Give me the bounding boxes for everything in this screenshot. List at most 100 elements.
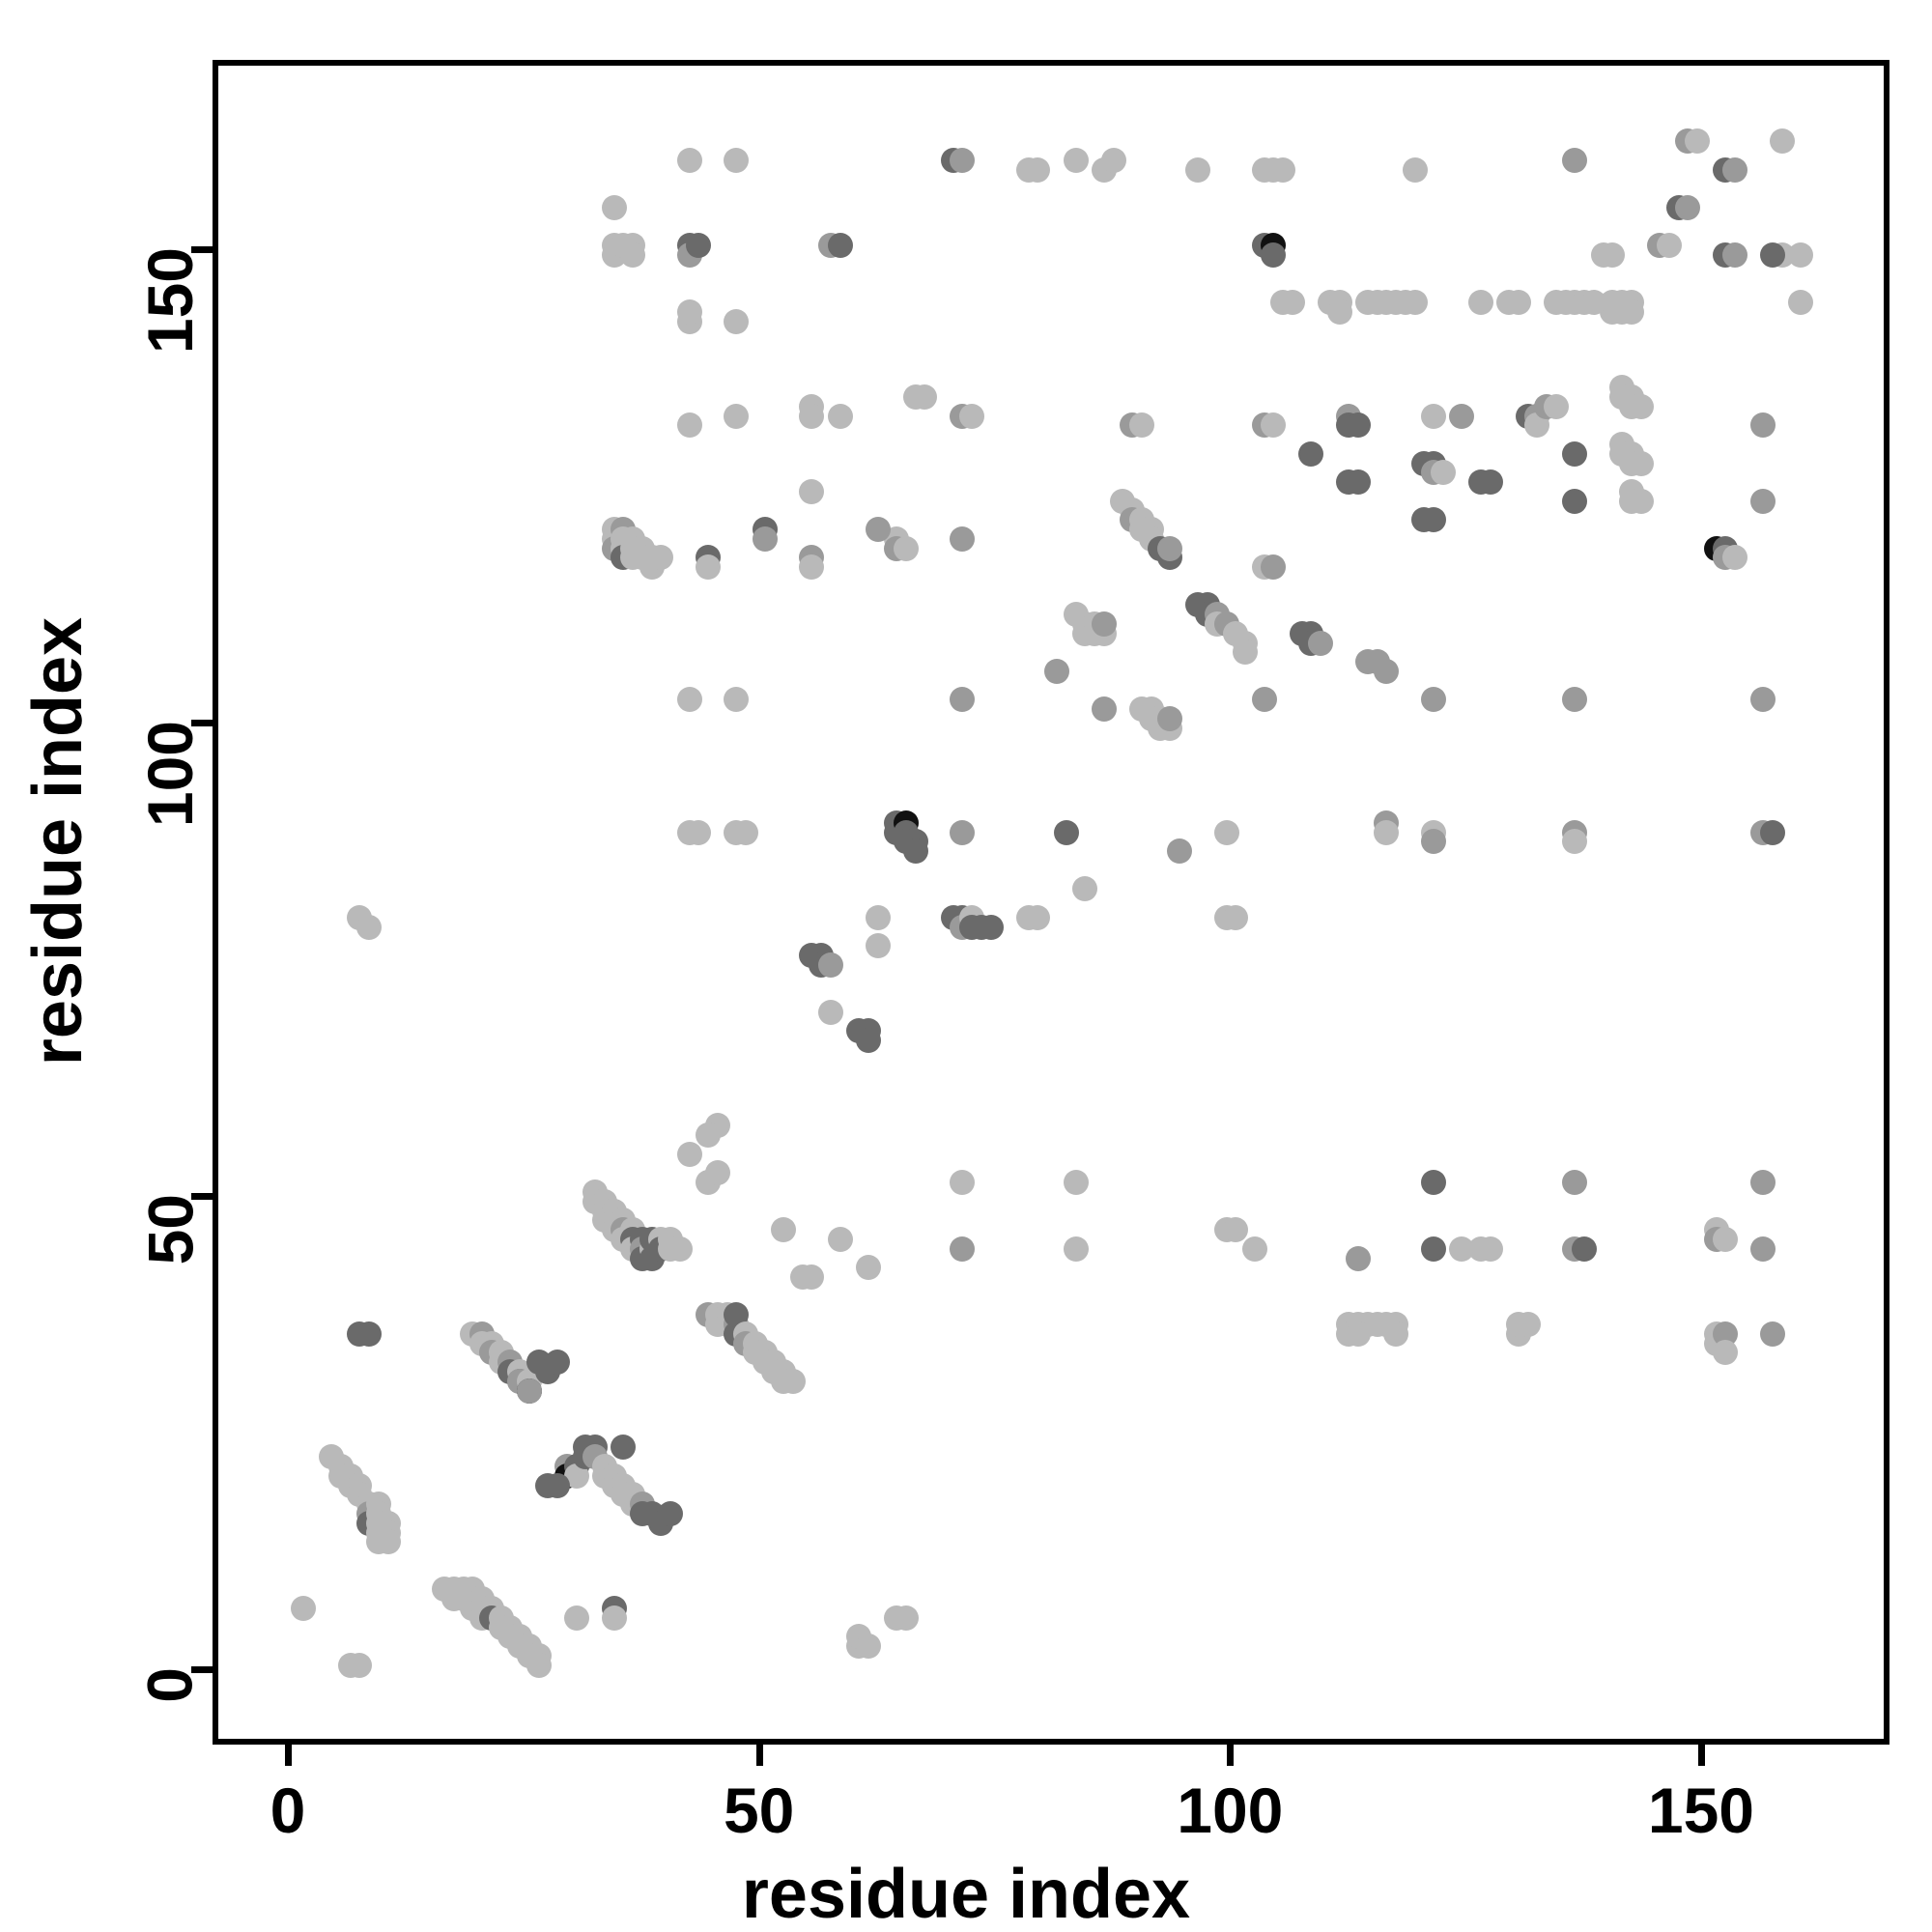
y-axis-tick-label: 0 [134,1666,206,1703]
scatter-point [1374,659,1400,685]
scatter-point [1421,507,1447,533]
scatter-point [1298,440,1324,467]
scatter-point [1346,1321,1372,1347]
scatter-point [1213,819,1239,845]
scatter-point [1261,242,1287,268]
scatter-point [1185,156,1211,183]
scatter-point [1063,147,1089,173]
scatter-point [855,1255,881,1281]
scatter-point [1618,298,1644,325]
scatter-point [799,554,825,581]
scatter-point [620,242,646,268]
scatter-point [563,1605,589,1631]
scatter-point [1402,156,1428,183]
scatter-point [1788,289,1814,315]
scatter-point [771,1217,797,1243]
scatter-point [1600,242,1626,268]
scatter-point [1713,1340,1739,1366]
scatter-point [686,233,712,259]
scatter-point [950,526,976,552]
x-axis-tick-label: 150 [1647,1775,1754,1846]
scatter-point [1166,838,1192,865]
scatter-point [865,904,891,930]
scatter-point [1562,440,1588,467]
scatter-point [676,147,702,173]
scatter-point [704,1160,730,1186]
scatter-point [1750,412,1776,439]
scatter-point [526,1652,552,1678]
scatter-point [724,403,750,429]
y-axis-tick-label: 100 [134,720,206,827]
scatter-point [724,147,750,173]
scatter-point [347,1652,373,1678]
scatter-point [1760,242,1786,268]
scatter-point [817,952,843,978]
scatter-point [752,526,778,552]
scatter-point [1100,147,1126,173]
scatter-point [1467,289,1493,315]
scatter-point [1477,1236,1503,1262]
scatter-point [855,1634,881,1660]
scatter-point [1383,1321,1409,1347]
scatter-point [893,1605,919,1631]
scatter-point [1505,289,1531,315]
scatter-point [1421,829,1447,855]
scatter-point [356,1321,383,1347]
scatter-point [1044,659,1069,685]
scatter-point [1713,1226,1739,1252]
scatter-point [1421,403,1447,429]
scatter-point [950,1170,976,1196]
y-axis-tick-label: 150 [134,246,206,355]
scatter-point [696,554,722,581]
scatter-point [696,1122,722,1149]
scatter-point [1543,393,1569,419]
scatter-point [865,517,891,543]
plot-area [213,60,1889,1745]
scatter-point [855,1028,881,1054]
scatter-point [1477,469,1503,496]
scatter-point [724,687,750,713]
x-axis-tick [285,1745,293,1766]
scatter-point [950,1236,976,1262]
scatter-point [676,687,702,713]
scatter-point [1251,687,1277,713]
scatter-point [1091,696,1117,723]
scatter-point [724,308,750,334]
y-axis-tick [191,245,213,253]
scatter-point [1430,460,1456,486]
scatter-point [1760,1321,1786,1347]
scatter-point [658,1501,684,1527]
x-axis-tick [1697,1745,1705,1766]
scatter-point [1628,488,1654,514]
y-axis-tick [191,1192,213,1200]
scatter-point [545,1472,571,1498]
scatter-point [1788,242,1814,268]
x-axis-tick [755,1745,763,1766]
scatter-point [1063,1236,1089,1262]
scatter-point [733,819,759,845]
scatter-point [676,412,702,439]
scatter-point [1675,194,1701,220]
scatter-point [1025,904,1051,930]
scatter-point [1750,1236,1776,1262]
scatter-point [1562,147,1588,173]
scatter-point [516,1378,542,1404]
scatter-point [1374,819,1400,845]
x-axis-tick-label: 100 [1177,1775,1284,1846]
scatter-point [1223,904,1249,930]
scatter-point [1308,630,1334,656]
scatter-point [375,1529,401,1555]
scatter-point [1270,156,1296,183]
scatter-point [1722,242,1748,268]
scatter-point [978,914,1004,940]
scatter-point [1769,128,1795,155]
scatter-point [1750,687,1776,713]
scatter-point [1750,488,1776,514]
scatter-point [1346,1245,1372,1271]
scatter-point [1346,469,1372,496]
scatter-point [1233,639,1259,666]
scatter-point [1421,1170,1447,1196]
x-axis-tick-label: 0 [270,1775,306,1846]
scatter-point [290,1596,316,1622]
